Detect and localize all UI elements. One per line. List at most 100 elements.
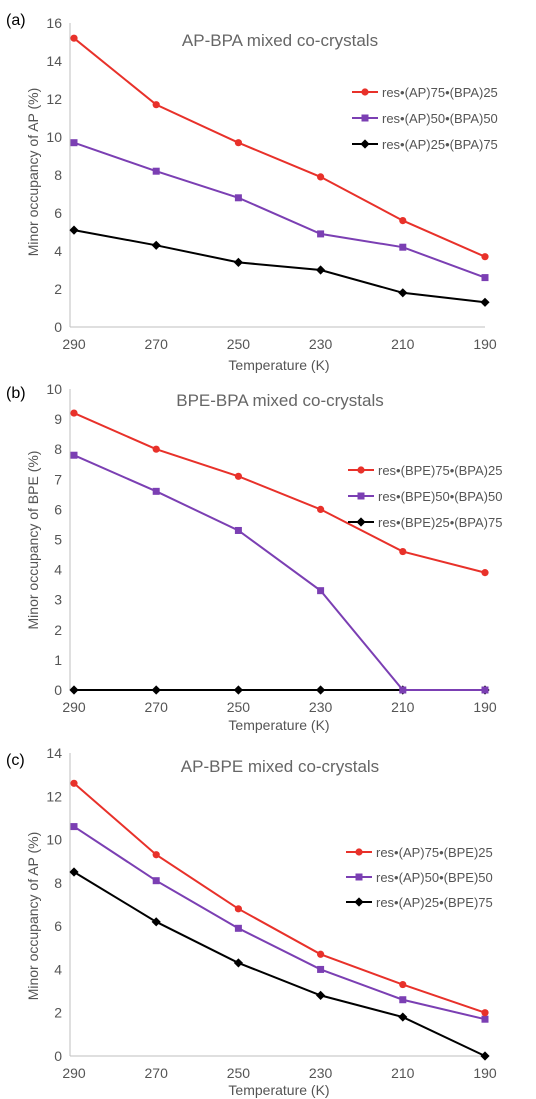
panel-c-series-1-point (234, 905, 242, 913)
panel-b-series-1-point (481, 569, 489, 577)
panel-b-xtick-label: 190 (473, 699, 497, 715)
panel-b-legend-label: res•(BPE)75•(BPA)25 (378, 463, 502, 478)
panel-a-series-1-point (399, 217, 407, 225)
panel-c-legend-swatch-marker (355, 873, 363, 881)
panel-b-xtick-label: 230 (309, 699, 333, 715)
panel-a-series-2-point (399, 243, 407, 251)
panel-b-series-1 (70, 409, 489, 577)
panel-b-ytick-label: 10 (46, 381, 62, 397)
panel-b-ytick-label: 7 (54, 471, 62, 487)
panel-a-xtick-label: 230 (309, 336, 333, 352)
panel-b-series-1-point (399, 547, 407, 556)
panel-c-series-3-point (316, 990, 326, 1000)
panel-a-x-ticks: 290 270 250 230 210 190 (62, 336, 497, 352)
panel-a-series-2-point (317, 230, 325, 238)
panel-a-ytick-label: 8 (54, 167, 62, 183)
panel-a-xtick-label: 250 (227, 336, 251, 352)
panel-b-ytick-label: 0 (54, 682, 62, 698)
panel-c-series-1-point (399, 980, 407, 989)
panel-c-series-1-line (73, 782, 486, 1014)
panel-c-series-3-point (233, 958, 243, 968)
panel-c-series-1-point (152, 851, 160, 859)
panel-a-label: (a) (6, 12, 26, 29)
panel-b-series-2-point (234, 526, 242, 534)
panel-c-ytick-label: 10 (46, 832, 62, 848)
panel-b-xtick-label: 290 (62, 699, 86, 715)
panel-a-y-ticks: 0 2 4 6 8 10 12 14 16 (46, 15, 62, 335)
panel-a-series-3-point (398, 288, 408, 298)
panel-a-series-3-point (480, 297, 490, 307)
panel-b: (b) BPE-BPA mixed co-crystals Minor occu… (6, 381, 502, 733)
panel-c-series-1-point (481, 1009, 489, 1017)
panel-a: (a) AP-BPA mixed co-crystals Minor occup… (6, 12, 498, 373)
panel-c-ytick-label: 12 (46, 788, 62, 804)
panel-a-ytick-label: 0 (54, 319, 62, 335)
panel-a-series-2 (70, 139, 489, 282)
panel-b-label: (b) (6, 385, 26, 402)
panel-a-series-1-line (73, 37, 486, 258)
panel-c-series-2-point (399, 996, 407, 1004)
panel-c-y-ticks: 0 2 4 6 8 10 12 14 (46, 745, 62, 1064)
panel-a-series-3 (69, 225, 490, 307)
panel-c-series-2-point (234, 924, 242, 932)
panel-c-label: (c) (6, 752, 25, 769)
panel-b-xlabel: Temperature (K) (228, 717, 329, 733)
panel-c-ytick-label: 4 (54, 961, 62, 977)
panel-a-series-3-point (233, 257, 243, 267)
panel-b-legend-label: res•(BPE)50•(BPA)50 (378, 489, 502, 504)
panel-b-ytick-label: 4 (54, 562, 62, 578)
panel-b-series-1-point (317, 505, 325, 513)
panel-c-series-3-line (73, 871, 486, 1057)
panel-c-x-ticks: 290 270 250 230 210 190 (62, 1065, 497, 1081)
panel-a-series-2-point (481, 274, 489, 282)
panel-a-xtick-label: 190 (473, 336, 497, 352)
panel-c-ytick-label: 6 (54, 918, 62, 934)
panel-a-ytick-label: 12 (46, 91, 62, 107)
panel-c-xtick-label: 230 (309, 1065, 333, 1081)
panel-b-ylabel: Minor occupancy of BPE (%) (25, 451, 41, 630)
panel-b-xtick-label: 250 (227, 699, 251, 715)
panel-c-ytick-label: 14 (46, 745, 62, 761)
panel-a-ytick-label: 16 (46, 15, 62, 31)
panel-c-series-2-point (152, 877, 160, 885)
panel-a-series-2-point (152, 167, 160, 175)
panel-a-ytick-label: 4 (54, 243, 62, 259)
panel-b-x-ticks: 290 270 250 230 210 190 (62, 699, 497, 715)
panel-c-legend-swatch-marker (355, 848, 363, 856)
panel-a-series-2-point (70, 139, 78, 147)
panel-c-xtick-label: 210 (391, 1065, 415, 1081)
panel-c-series-2-point (317, 965, 325, 973)
panel-a-xtick-label: 270 (145, 336, 169, 352)
panel-c-series (69, 779, 490, 1061)
panel-b-ytick-label: 8 (54, 441, 62, 457)
panel-c-xlabel: Temperature (K) (228, 1082, 329, 1098)
panel-b-ytick-label: 3 (54, 592, 62, 608)
panel-b-series-2-line (73, 454, 485, 691)
panel-c-ylabel: Minor occupancy of AP (%) (25, 832, 41, 1001)
panel-b-title: BPE-BPA mixed co-crystals (176, 391, 384, 410)
panel-b-series-2-point (317, 587, 325, 595)
panel-a-series-1 (70, 34, 489, 261)
panel-a-series (69, 34, 490, 307)
panel-b-legend-swatch-marker (357, 466, 365, 474)
panel-b-series (69, 409, 490, 695)
panel-a-legend-label: res•(AP)75•(BPA)25 (382, 85, 498, 100)
panel-a-legend: res•(AP)75•(BPA)25 res•(AP)50•(BPA)50 res•… (352, 85, 498, 152)
panel-b-series-2 (70, 451, 489, 694)
panel-a-ylabel: Minor occupancy of AP (%) (25, 88, 41, 257)
panel-a-series-1-point (317, 173, 325, 181)
panel-b-xtick-label: 210 (391, 699, 415, 715)
panel-c-title: AP-BPE mixed co-crystals (181, 757, 379, 776)
panel-a-legend-swatch-marker (361, 114, 369, 122)
panel-c-xtick-label: 290 (62, 1065, 86, 1081)
panel-a-series-2-line (73, 141, 486, 279)
panel-a-series-1-point (70, 34, 78, 42)
panel-b-series-2-point (152, 487, 160, 495)
panel-a-series-3-point (151, 240, 161, 250)
panel-a-ytick-label: 14 (46, 53, 62, 69)
panel-a-ytick-label: 6 (54, 205, 62, 221)
panel-a-series-3-point (69, 225, 79, 235)
panel-c-legend-label: res•(AP)75•(BPE)25 (376, 845, 493, 860)
panel-a-series-3-point (316, 265, 326, 275)
